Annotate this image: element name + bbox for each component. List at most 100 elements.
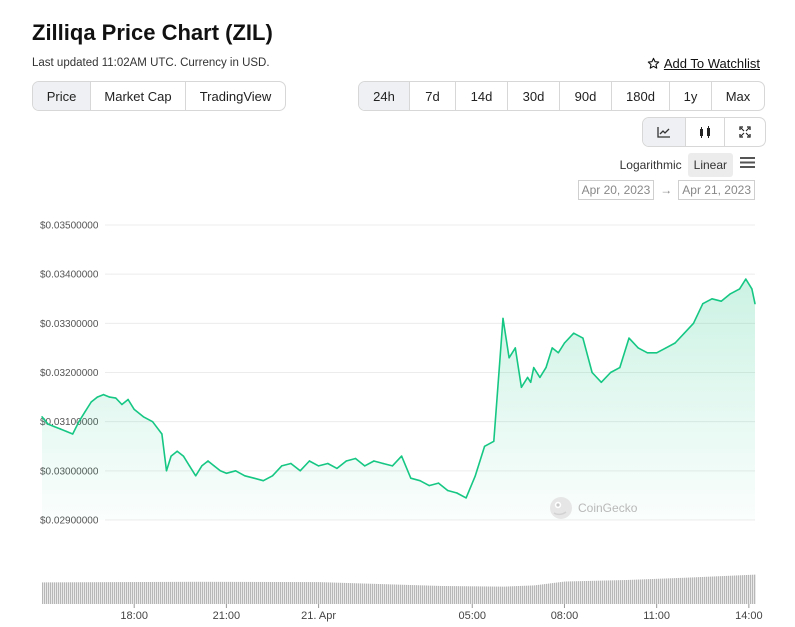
date-from-input[interactable]: Apr 20, 2023 xyxy=(577,180,655,200)
volume-bar xyxy=(244,581,246,604)
volume-bar xyxy=(586,580,588,604)
volume-bar xyxy=(584,581,586,604)
volume-bar xyxy=(550,583,552,604)
volume-bar xyxy=(684,577,686,604)
price-point xyxy=(391,465,394,467)
price-point xyxy=(53,425,55,428)
volume-bar xyxy=(268,581,270,604)
page-title: Zilliqa Price Chart (ZIL) xyxy=(32,20,273,45)
volume-bar xyxy=(628,579,630,604)
price-point xyxy=(213,465,215,467)
volume-bar xyxy=(718,576,720,604)
volume-bar xyxy=(582,581,584,604)
volume-bar xyxy=(78,582,80,604)
volume-bar xyxy=(256,581,258,604)
volume-bar xyxy=(132,582,134,604)
volume-bar xyxy=(282,582,284,604)
date-to-input[interactable]: Apr 21, 2023 xyxy=(678,180,755,200)
volume-bar xyxy=(184,581,186,604)
range-14d[interactable]: 14d xyxy=(456,82,508,110)
price-point xyxy=(520,386,523,388)
volume-bar xyxy=(566,581,568,604)
price-point xyxy=(683,332,685,334)
scale-logarithmic[interactable]: Logarithmic xyxy=(619,158,682,172)
price-point xyxy=(600,381,602,383)
price-point xyxy=(121,403,123,406)
range-1y[interactable]: 1y xyxy=(670,82,712,110)
expand-button[interactable] xyxy=(725,118,765,146)
volume-bar xyxy=(276,581,278,604)
price-point xyxy=(674,342,676,344)
volume-bar xyxy=(568,581,570,604)
volume-bar xyxy=(596,580,598,604)
volume-bar xyxy=(526,585,528,604)
range-180d[interactable]: 180d xyxy=(612,82,670,110)
range-max[interactable]: Max xyxy=(725,88,751,104)
volume-bar xyxy=(746,574,748,604)
price-point xyxy=(533,366,535,369)
line-chart-button[interactable] xyxy=(643,118,686,146)
price-point xyxy=(201,465,203,467)
volume-bar xyxy=(356,583,358,604)
volume-bar xyxy=(414,585,416,604)
volume-bar xyxy=(712,576,714,604)
price-point xyxy=(59,428,62,430)
volume-bar xyxy=(668,578,670,604)
range-30d[interactable]: 30d xyxy=(508,82,560,110)
volume-bar xyxy=(602,580,604,604)
tab-market-cap[interactable]: Market Cap xyxy=(91,82,186,110)
volume-bar xyxy=(360,583,362,604)
price-point xyxy=(563,342,566,344)
candlestick-button[interactable] xyxy=(686,118,725,146)
x-tick-label: 11:00 xyxy=(643,610,670,622)
price-point xyxy=(373,460,375,462)
price-point xyxy=(738,288,741,290)
volume-bar xyxy=(476,586,478,604)
volume-bar xyxy=(456,586,458,604)
volume-bar xyxy=(420,585,422,604)
x-tick-label: 08:00 xyxy=(551,610,579,622)
price-point xyxy=(133,408,135,411)
price-point xyxy=(400,455,403,457)
volume-bar xyxy=(588,580,590,604)
volume-bar xyxy=(460,586,462,604)
tab-tradingview[interactable]: TradingView xyxy=(199,88,272,104)
volume-bar xyxy=(524,585,526,604)
volume-bar xyxy=(416,585,418,604)
volume-bar xyxy=(736,575,738,604)
range-90d[interactable]: 90d xyxy=(560,82,612,110)
volume-bar xyxy=(250,581,252,604)
x-tick-label: 05:00 xyxy=(458,610,486,622)
volume-bar xyxy=(406,584,408,604)
chart-menu-button[interactable] xyxy=(740,156,755,174)
range-24h[interactable]: 24h xyxy=(359,82,410,110)
volume-bar xyxy=(422,585,424,604)
volume-bar xyxy=(342,582,344,604)
volume-bar xyxy=(190,581,192,604)
tab-price[interactable]: Price xyxy=(33,82,91,110)
volume-bar xyxy=(444,586,446,604)
volume-bar xyxy=(594,580,596,604)
volume-bar xyxy=(258,581,260,604)
price-point xyxy=(720,300,722,302)
add-to-watchlist-link[interactable]: Add To Watchlist xyxy=(647,56,760,71)
price-point xyxy=(582,337,584,339)
price-point xyxy=(142,416,145,418)
coingecko-watermark: CoinGecko xyxy=(549,496,637,520)
y-tick-label: $0.03400000 xyxy=(40,270,99,281)
volume-bar xyxy=(504,586,506,604)
volume-bar xyxy=(352,583,354,604)
volume-bar xyxy=(700,577,702,604)
volume-bar xyxy=(508,586,510,604)
volume-bar xyxy=(612,580,614,604)
price-area-fill xyxy=(42,279,755,520)
scale-linear[interactable]: Linear xyxy=(687,153,733,177)
price-point xyxy=(308,460,311,462)
volume-bar xyxy=(108,582,110,604)
range-7d[interactable]: 7d xyxy=(410,82,456,110)
price-point xyxy=(646,352,649,354)
volume-bar xyxy=(206,581,208,604)
y-tick-label: $0.03100000 xyxy=(40,417,99,428)
price-point xyxy=(345,460,347,462)
volume-bar xyxy=(670,578,672,604)
